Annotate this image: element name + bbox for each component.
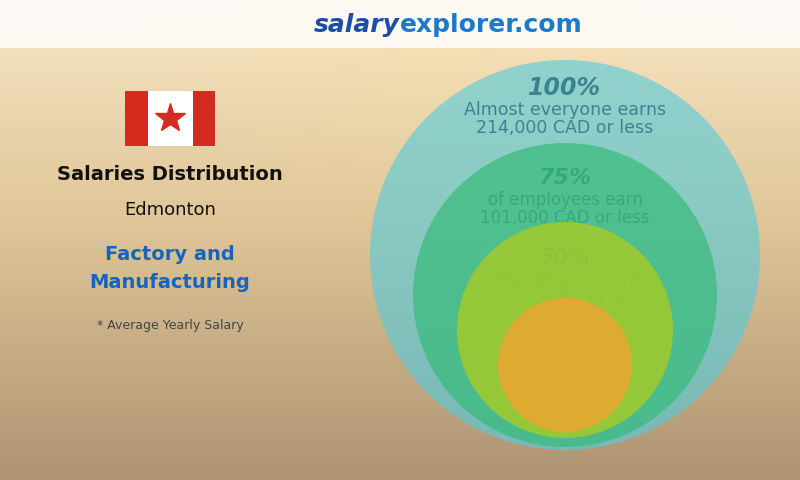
Text: 79,700 CAD or less: 79,700 CAD or less [489,290,642,305]
Text: 61,200: 61,200 [538,373,591,388]
Text: Manufacturing: Manufacturing [90,273,250,291]
Text: Salaries Distribution: Salaries Distribution [57,166,283,184]
Text: Almost everyone earns: Almost everyone earns [464,101,666,119]
Text: of employees: of employees [514,337,617,352]
Bar [147,91,193,145]
Text: 75%: 75% [538,168,592,188]
Bar [125,91,147,145]
Text: of employees earn: of employees earn [487,191,642,209]
Text: 25%: 25% [542,313,588,333]
Text: of employees earn: of employees earn [490,273,640,288]
Text: Factory and: Factory and [105,245,235,264]
Text: 50%: 50% [540,248,590,268]
Text: Edmonton: Edmonton [124,201,216,219]
Text: 100%: 100% [529,76,602,100]
Text: 101,000 CAD or less: 101,000 CAD or less [480,209,650,227]
Text: salary: salary [314,13,400,37]
Bar [193,91,215,145]
Text: * Average Yearly Salary: * Average Yearly Salary [97,319,243,332]
Text: earn less than: earn less than [510,356,619,371]
Text: 214,000 CAD or less: 214,000 CAD or less [476,119,654,137]
Text: explorer.com: explorer.com [400,13,582,37]
Bar [0,0,800,48]
